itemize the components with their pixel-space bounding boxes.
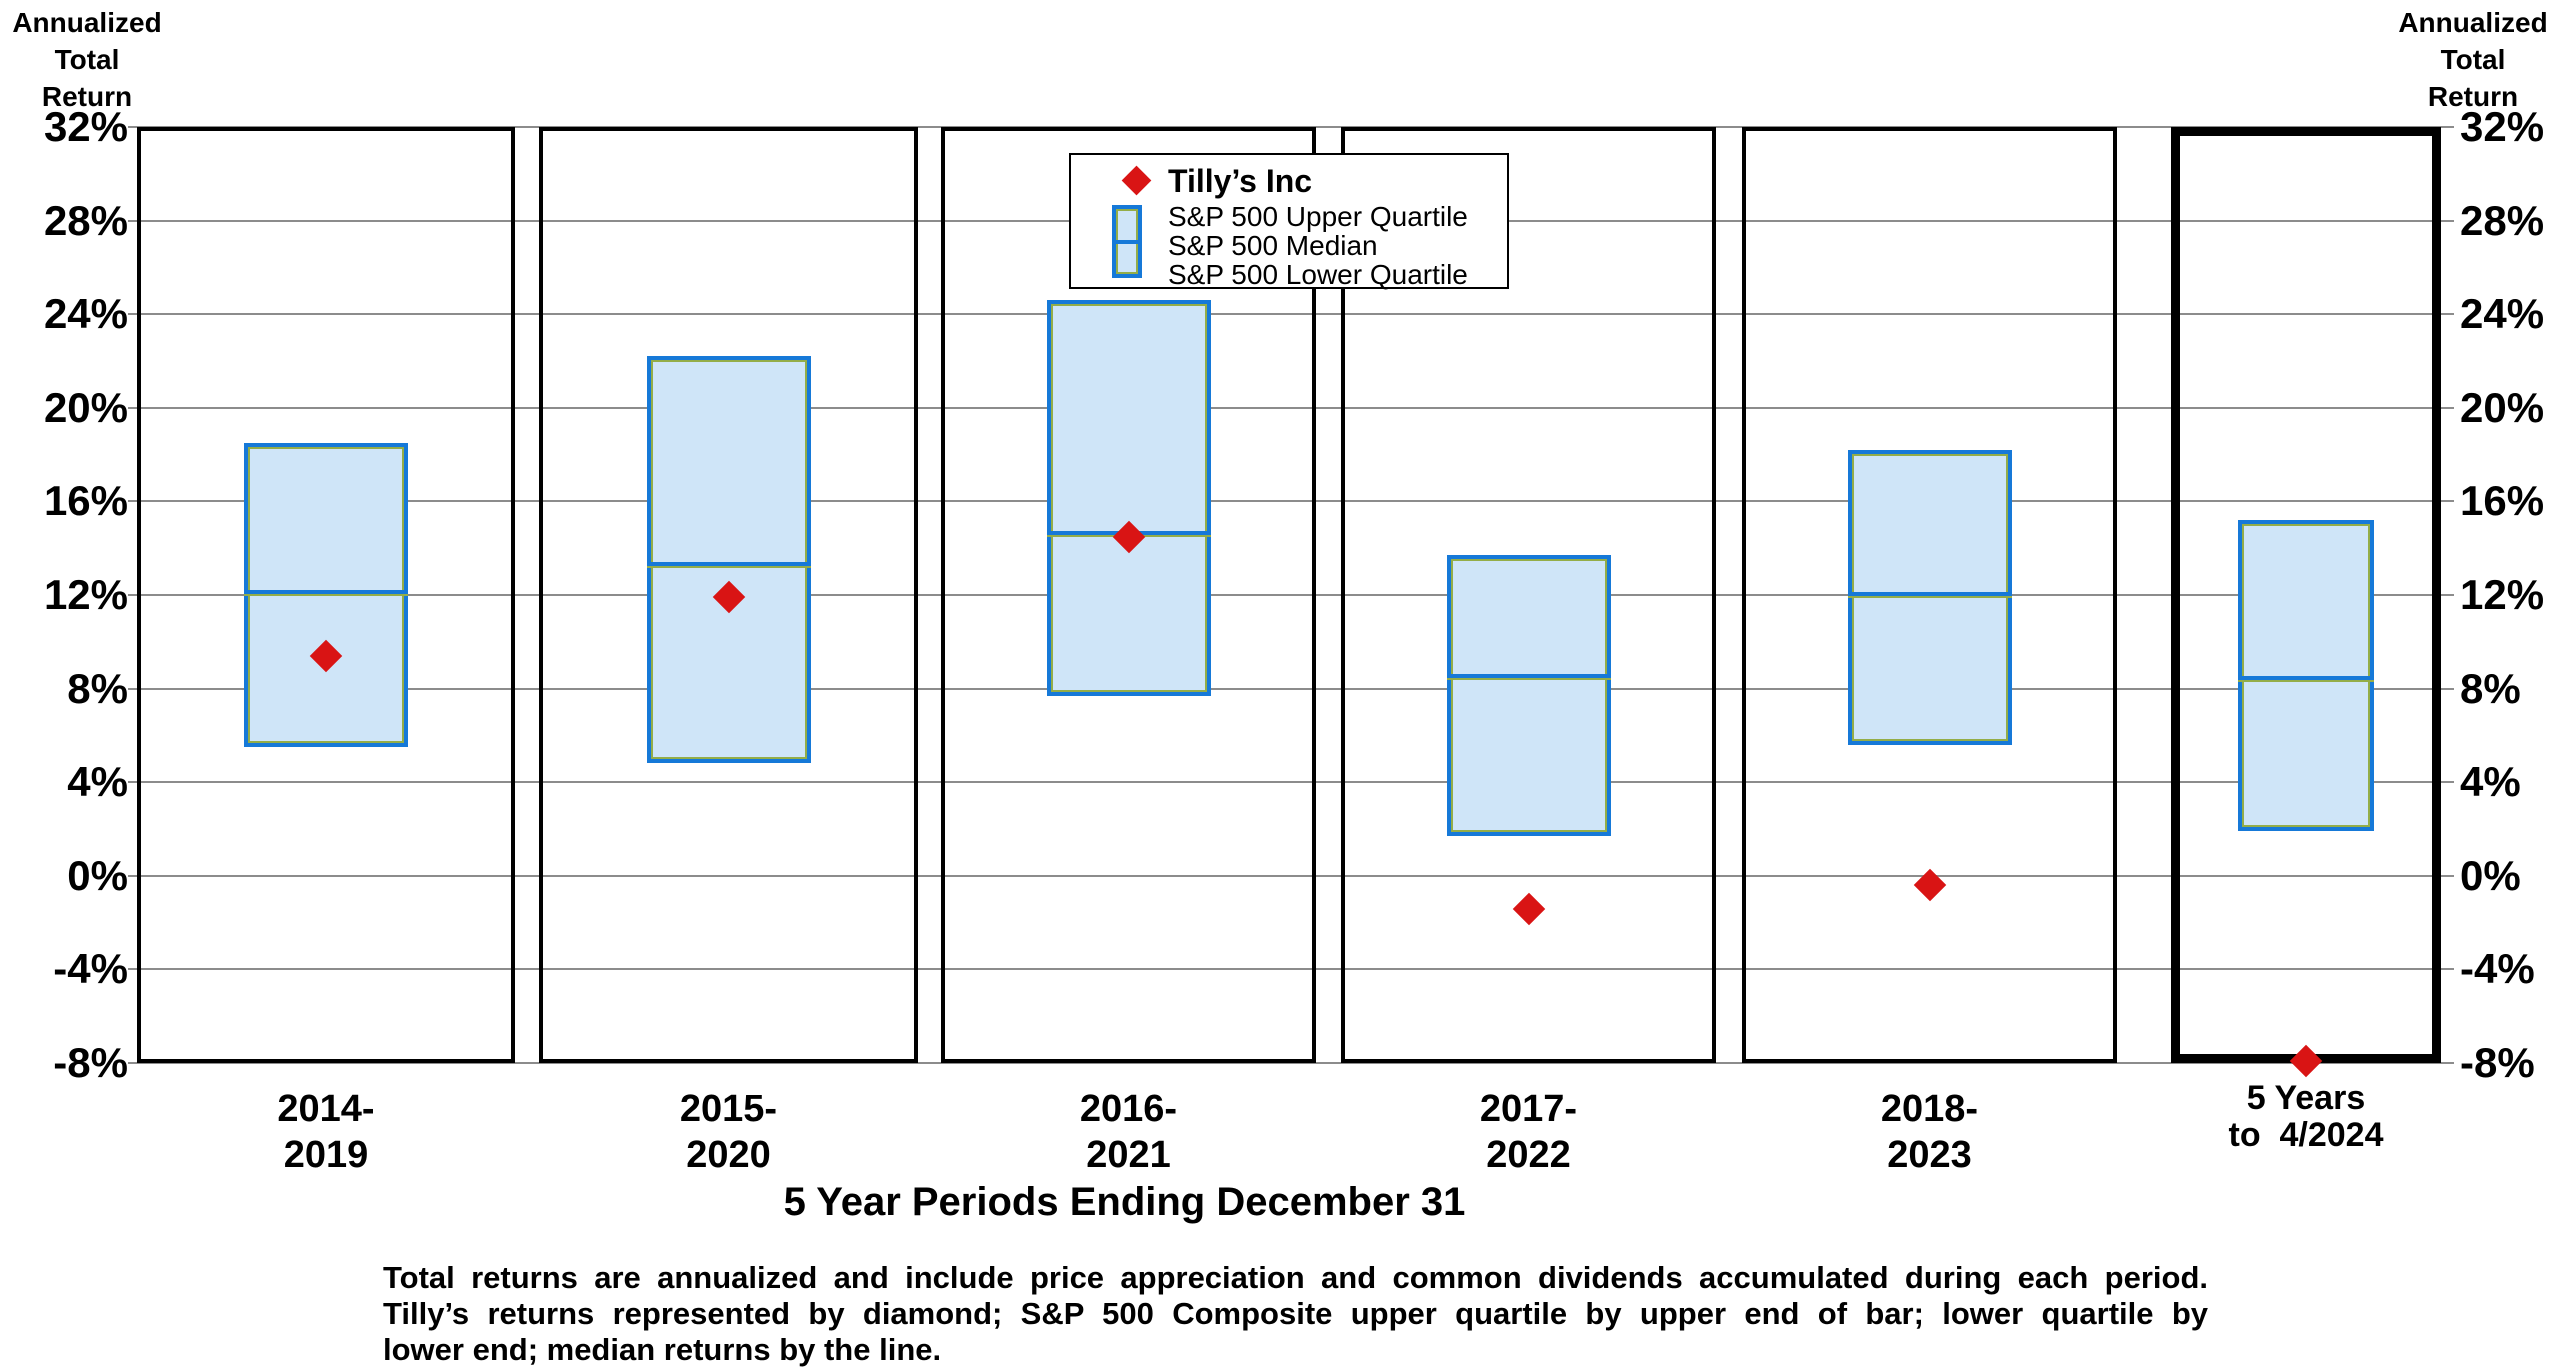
left-axis-title-line1: Annualized: [12, 7, 162, 38]
period-panel-2: [539, 127, 918, 1063]
footnote-line3: lower end; median returns by the line.: [383, 1332, 942, 1367]
period-panel-6: [2171, 127, 2441, 1063]
y-tick-left-4: 4%: [67, 758, 128, 806]
y-tick-right-12: 12%: [2460, 571, 2545, 618]
median-line-6: [2238, 676, 2374, 683]
y-tick-left-8: 8%: [67, 664, 128, 712]
y-tick-right-28: 28%: [2460, 196, 2545, 244]
x-label-line: 2021: [1086, 1134, 1171, 1176]
median-line-4: [1446, 673, 1611, 680]
quartile-bar-2: [646, 356, 811, 764]
median-line-icon: [1114, 240, 1140, 244]
y-tick-left-12: 12%: [43, 571, 128, 618]
x-label-line: 2016-: [1079, 1088, 1178, 1130]
x-label-line: 2017-: [1479, 1088, 1578, 1130]
x-label-4: 2017- 2022: [1341, 1086, 1716, 1178]
gridline-24: [128, 313, 2454, 316]
x-label-5: 2018- 2023: [1742, 1086, 2117, 1178]
x-label-line: to 4/2024: [2228, 1116, 2384, 1154]
y-tick-right-24: 24%: [2460, 290, 2545, 338]
y-tick-right-20: 20%: [2460, 383, 2545, 431]
left-axis-title-line2: Total: [54, 44, 120, 75]
x-label-line: 2019: [283, 1134, 369, 1176]
x-label-line: 2023: [1887, 1134, 1972, 1176]
legend-sp500-labels: S&P 500 Upper Quartile S&P 500 Median S&…: [1168, 202, 1468, 289]
y-tick-right--8: -8%: [2460, 1039, 2535, 1086]
y-tick-right-4: 4%: [2460, 758, 2521, 806]
gridline--4: [128, 968, 2454, 971]
legend: Tilly’s Inc S&P 500 Upper Quartile S&P 5…: [1069, 153, 1509, 289]
x-label-line: 2018-: [1880, 1088, 1979, 1130]
y-tick-left-24: 24%: [43, 290, 128, 338]
gridline-4: [128, 781, 2454, 784]
median-line-2: [646, 561, 811, 568]
left-axis-title: Annualized Total Return: [2, 4, 172, 115]
period-panel-4: [1341, 127, 1716, 1063]
y-tick-right-32: 32%: [2460, 103, 2545, 150]
y-tick-left-20: 20%: [43, 383, 128, 431]
x-axis-title: 5 Year Periods Ending December 31: [783, 1180, 1466, 1224]
y-tick-right-8: 8%: [2460, 664, 2521, 712]
gridline--8: [128, 1062, 2454, 1064]
y-tick-left--4: -4%: [53, 945, 128, 993]
x-label-line: 2014-: [277, 1088, 375, 1130]
tillys-diamond-icon: [1121, 165, 1152, 196]
quartile-bar-6: [2238, 520, 2374, 832]
footnote-line2: Tilly’s returns represented by diamond; …: [383, 1296, 2208, 1331]
y-tick-left-32: 32%: [43, 103, 128, 150]
median-line-5: [1847, 592, 2012, 598]
x-label-line: 2015-: [679, 1088, 778, 1130]
gridline-0: [128, 874, 2454, 877]
right-axis-title-line1: Annualized: [2398, 7, 2548, 38]
y-tick-right-0: 0%: [2460, 851, 2521, 899]
x-label-6: 5 Years to 4/2024: [2171, 1080, 2441, 1154]
median-line-1: [244, 589, 408, 596]
gridline-20: [128, 406, 2454, 409]
x-label-2: 2015- 2020: [539, 1086, 918, 1178]
y-tick-left-28: 28%: [43, 196, 128, 244]
legend-tillys-row: Tilly’s Inc: [1071, 163, 1507, 199]
gridline-16: [128, 500, 2454, 503]
x-label-line: 5 Years: [2246, 1079, 2366, 1117]
y-tick-left-16: 16%: [43, 477, 128, 525]
period-panel-5: [1742, 127, 2117, 1063]
right-axis-title: Annualized Total Return: [2388, 4, 2558, 115]
legend-tillys-label: Tilly’s Inc: [1168, 163, 1313, 199]
period-panel-1: [137, 127, 515, 1063]
right-axis-title-line3: Return: [2427, 81, 2519, 112]
y-tick-right-16: 16%: [2460, 477, 2545, 525]
footnote: Total returns are annualized and include…: [383, 1260, 2208, 1367]
quartile-bar-3: [1046, 300, 1211, 696]
x-label-3: 2016- 2021: [941, 1086, 1316, 1178]
left-axis-title-line3: Return: [41, 81, 133, 112]
legend-lower-quartile-label: S&P 500 Lower Quartile: [1168, 259, 1468, 290]
legend-upper-quartile-label: S&P 500 Upper Quartile: [1168, 201, 1468, 232]
legend-median-label: S&P 500 Median: [1168, 230, 1378, 261]
right-axis-title-line2: Total: [2440, 44, 2506, 75]
period-panel-3: [941, 127, 1316, 1063]
x-label-1: 2014- 2019: [137, 1086, 515, 1178]
y-tick-right--4: -4%: [2460, 945, 2535, 993]
y-tick-left-0: 0%: [67, 851, 128, 899]
y-tick-left--8: -8%: [53, 1039, 128, 1086]
x-label-line: 2022: [1486, 1134, 1571, 1176]
gridline-12: [128, 594, 2454, 596]
footnote-line1: Total returns are annualized and include…: [383, 1260, 2208, 1295]
quartile-bar-4: [1446, 555, 1611, 837]
quartile-bar-icon: [1112, 205, 1142, 278]
gridline-8: [128, 687, 2454, 690]
x-label-line: 2020: [686, 1134, 771, 1176]
